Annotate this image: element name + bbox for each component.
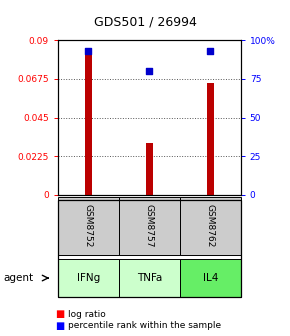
Point xyxy=(86,48,91,54)
Text: agent: agent xyxy=(3,273,33,283)
Point xyxy=(147,69,152,74)
Text: log ratio: log ratio xyxy=(68,310,106,319)
Bar xyxy=(85,54,92,195)
Text: IL4: IL4 xyxy=(202,273,218,283)
Bar xyxy=(206,83,214,195)
Text: percentile rank within the sample: percentile rank within the sample xyxy=(68,322,221,330)
Text: ■: ■ xyxy=(55,309,64,319)
Point xyxy=(208,48,213,54)
Bar xyxy=(146,143,153,195)
Text: GSM8762: GSM8762 xyxy=(206,204,215,248)
Text: GSM8757: GSM8757 xyxy=(145,204,154,248)
Text: TNFa: TNFa xyxy=(137,273,162,283)
Text: ■: ■ xyxy=(55,321,64,331)
Text: GSM8752: GSM8752 xyxy=(84,204,93,248)
Text: GDS501 / 26994: GDS501 / 26994 xyxy=(94,15,196,28)
Text: IFNg: IFNg xyxy=(77,273,100,283)
